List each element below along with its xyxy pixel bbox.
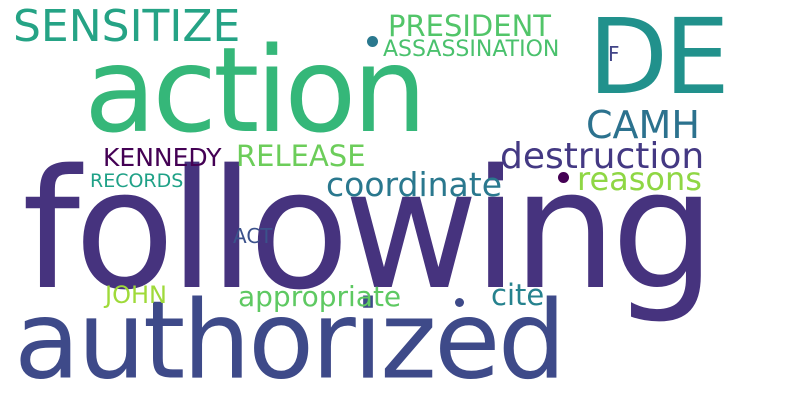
word-appropriate: appropriate <box>238 280 402 313</box>
word-action: action <box>84 21 427 159</box>
word-records: RECORDS <box>90 170 184 192</box>
word-destruction: destruction <box>500 136 705 177</box>
word-kennedy: KENNEDY <box>103 143 222 172</box>
word-cite: cite <box>491 278 545 312</box>
word-coordinate: coordinate <box>326 165 503 204</box>
dot-speck <box>367 36 378 47</box>
word-reasons: reasons <box>577 160 702 198</box>
dot-speck <box>455 298 464 307</box>
word-john: JOHN <box>105 281 167 309</box>
word-following: following <box>22 134 716 326</box>
word-sensitize: SENSITIZE <box>13 1 241 52</box>
word-camh: CAMH <box>586 103 700 147</box>
dot-speck <box>558 172 569 183</box>
word-release: RELEASE <box>236 139 366 173</box>
word-act: ACT <box>233 224 273 248</box>
word-president: PRESIDENT <box>388 9 551 43</box>
word-authorized: authorized <box>14 276 566 403</box>
word-assassination: ASSASSINATION <box>383 37 560 62</box>
word-f: F <box>608 42 620 66</box>
word-de: DE <box>588 0 730 118</box>
